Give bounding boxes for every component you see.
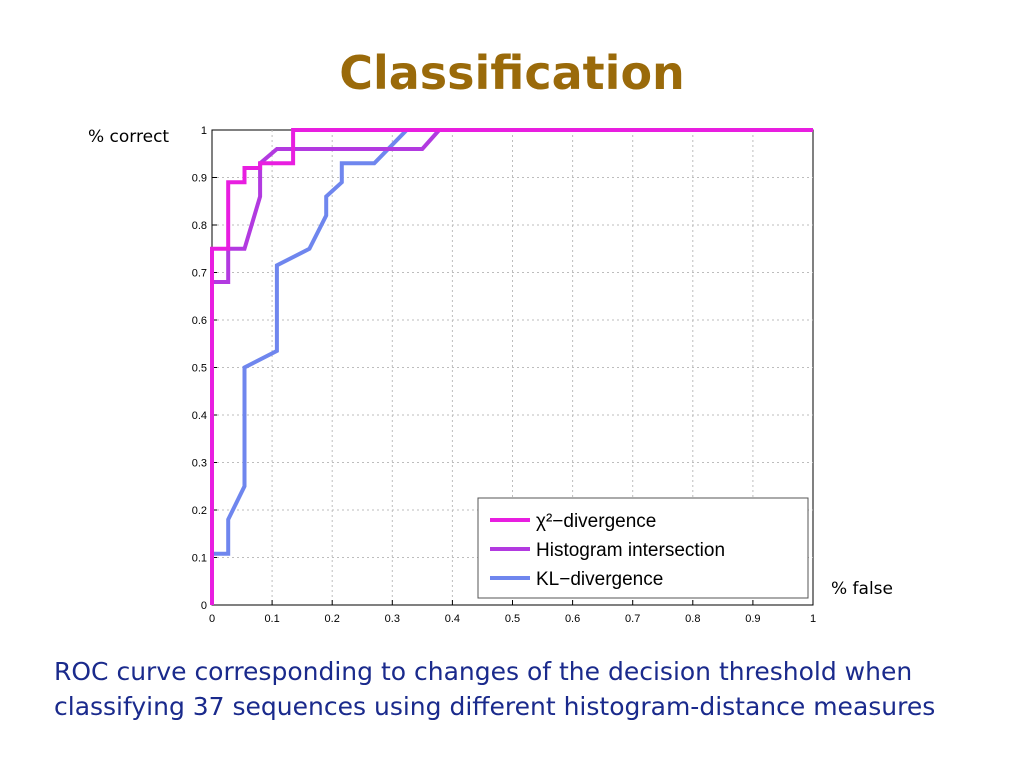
y-tick-label: 0.2	[192, 505, 207, 517]
y-tick-label: 0.7	[192, 268, 207, 280]
x-tick-label: 0.9	[745, 613, 760, 625]
legend-box	[477, 497, 809, 599]
x-tick-label: 0.7	[625, 613, 640, 625]
x-tick-label: 1	[810, 613, 816, 625]
x-tick-label: 0.8	[685, 613, 700, 625]
series-line-1	[210, 128, 813, 605]
y-tick-label: 0.5	[192, 363, 207, 375]
roc-chart: 0 0.1 0.2 0.3 0.4 0.5 0.6 0.7 0.8 0.9 1 0 0.1 0.2 0.3 0…	[192, 125, 816, 625]
x-tick-label: 0.3	[385, 613, 400, 625]
y-tick-label: 0	[201, 600, 207, 612]
x-tick-label: 0.2	[325, 613, 340, 625]
y-tick-label: 0.4	[192, 410, 207, 422]
x-tick-label: 0.6	[565, 613, 580, 625]
legend-label: χ²−divergence	[536, 511, 656, 532]
slide-title: Classification	[339, 46, 685, 100]
legend: χ²−divergence Histogram intersection KL−di…	[477, 497, 809, 599]
y-axis-label: % correct	[88, 127, 170, 147]
slide-caption: ROC curve corresponding to changes of th…	[54, 657, 936, 721]
x-tick-label: 0.4	[445, 613, 460, 625]
series-line-2	[210, 128, 813, 605]
legend-label: Histogram intersection	[536, 540, 725, 561]
y-tick-label: 0.8	[192, 220, 207, 232]
x-tick-label: 0.5	[505, 613, 520, 625]
y-tick-label: 0.3	[192, 458, 207, 470]
y-tick-label: 0.9	[192, 173, 207, 185]
y-tick-label: 1	[201, 125, 207, 137]
y-tick-label: 0.6	[192, 315, 207, 327]
x-axis-label: % false	[831, 579, 893, 599]
tick-labels: 0 0.1 0.2 0.3 0.4 0.5 0.6 0.7 0.8 0.9 1 0 0.1 0.2 0.3 0…	[192, 125, 816, 625]
series-lines	[210, 128, 813, 605]
series-line-0	[210, 128, 813, 605]
x-tick-label: 0.1	[264, 613, 279, 625]
legend-label: KL−divergence	[536, 569, 663, 590]
x-tick-label: 0	[209, 613, 215, 625]
y-tick-label: 0.1	[192, 553, 207, 565]
